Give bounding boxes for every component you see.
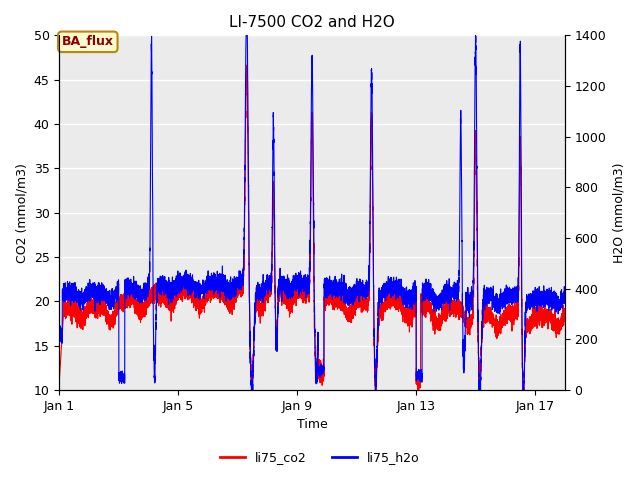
Legend: li75_co2, li75_h2o: li75_co2, li75_h2o xyxy=(215,446,425,469)
Y-axis label: H2O (mmol/m3): H2O (mmol/m3) xyxy=(612,162,625,263)
X-axis label: Time: Time xyxy=(297,419,328,432)
Y-axis label: CO2 (mmol/m3): CO2 (mmol/m3) xyxy=(15,163,28,263)
Title: LI-7500 CO2 and H2O: LI-7500 CO2 and H2O xyxy=(229,15,395,30)
Text: BA_flux: BA_flux xyxy=(62,36,114,48)
